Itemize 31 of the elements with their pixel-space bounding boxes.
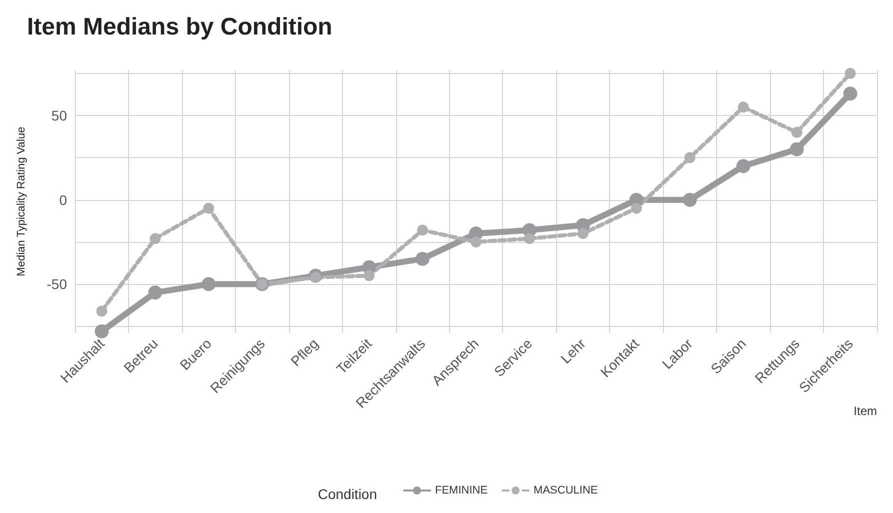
point [364,270,375,282]
point [577,228,588,240]
y-axis-title: Median Typicality Rating Value [16,126,28,276]
legend-label: FEMININE [435,484,488,496]
point [203,202,214,214]
legend-title: Condition [318,486,378,502]
point [736,159,750,174]
point [310,272,322,283]
point [844,68,856,79]
point [148,286,162,300]
legend-label: MASCULINE [534,484,598,496]
point [202,277,216,292]
chart-title: Item Medians by Condition [27,14,332,40]
point [150,233,161,244]
y-tick-label: 0 [59,192,68,208]
x-axis-title: Item [854,404,877,418]
point [791,126,802,138]
point [738,102,749,113]
point [94,324,109,338]
point [843,86,858,101]
y-tick-label: 50 [51,108,68,124]
point [470,236,482,248]
point [684,152,696,164]
point [524,233,535,244]
point [417,224,428,236]
point [630,202,642,214]
point [96,306,108,317]
point [682,192,697,207]
y-tick-label: -50 [46,276,68,292]
point [416,252,430,266]
point [790,142,804,156]
